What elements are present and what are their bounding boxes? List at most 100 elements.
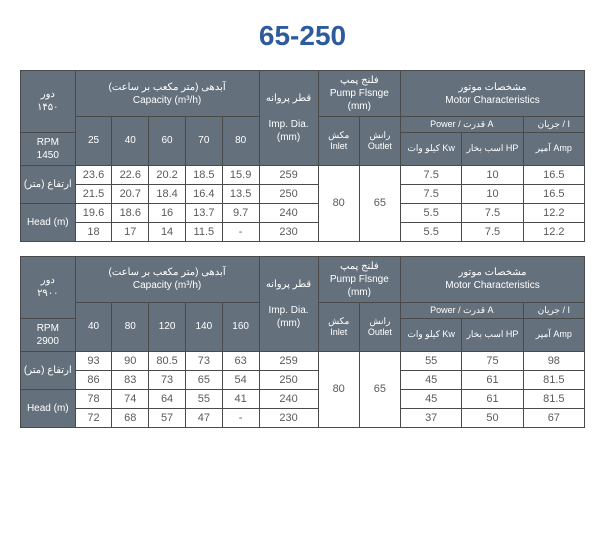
inlet-header: مکشInlet xyxy=(318,117,359,166)
amp-cell: 12.2 xyxy=(523,222,584,241)
amp-cell: 81.5 xyxy=(523,370,584,389)
data-row: 8683736554250 456181.5 xyxy=(21,370,585,389)
kw-cell: 5.5 xyxy=(401,222,462,241)
power-header: Power / قدرت A xyxy=(401,302,524,318)
dia-cell: 230 xyxy=(259,408,318,427)
pump-table-0: دور۱۴۵۰آبدهی (متر مکعب بر ساعت)Capacity … xyxy=(20,70,585,242)
inlet-header: مکشInlet xyxy=(318,302,359,351)
head-cell: 72 xyxy=(75,408,112,427)
capacity-header: آبدهی (متر مکعب بر ساعت)Capacity (m³/h) xyxy=(75,256,259,302)
head-cell: 15.9 xyxy=(222,165,259,184)
data-row: Head (m)7874645541240456181.5 xyxy=(21,389,585,408)
impdia-header: قطر پروانهImp. Dia. (mm) xyxy=(259,256,318,351)
cap-col-4: 80 xyxy=(222,117,259,166)
head-cell: 93 xyxy=(75,351,112,370)
head-cell: 22.6 xyxy=(112,165,149,184)
head-cell: 20.2 xyxy=(149,165,186,184)
kw-cell: 45 xyxy=(401,389,462,408)
dia-cell: 259 xyxy=(259,351,318,370)
head-cell: 78 xyxy=(75,389,112,408)
motor-header: مشخصات موتورMotor Characteristics xyxy=(401,256,585,302)
outlet-header: رانشOutlet xyxy=(359,117,400,166)
cap-col-4: 160 xyxy=(222,302,259,351)
head-cell: 11.5 xyxy=(185,222,222,241)
amp-cell: 98 xyxy=(523,351,584,370)
kw-header: کیلو وات Kw xyxy=(401,132,462,165)
head-cell: 73 xyxy=(149,370,186,389)
hp-cell: 61 xyxy=(462,389,523,408)
head-cell: 83 xyxy=(112,370,149,389)
hp-header: اسب بخار HP xyxy=(462,132,523,165)
head-cell: 20.7 xyxy=(112,184,149,203)
kw-cell: 55 xyxy=(401,351,462,370)
kw-cell: 45 xyxy=(401,370,462,389)
hp-cell: 75 xyxy=(462,351,523,370)
rpm-value-header: RPM1450 xyxy=(21,132,76,165)
rpm-header: دور۱۴۵۰ xyxy=(21,71,76,133)
head-label-en: Head (m) xyxy=(21,203,76,241)
hp-header: اسب بخار HP xyxy=(462,318,523,351)
head-label-en: Head (m) xyxy=(21,389,76,427)
head-cell: 74 xyxy=(112,389,149,408)
inlet-cell: 80 xyxy=(318,351,359,427)
dia-cell: 240 xyxy=(259,389,318,408)
head-label-fa: ارتفاع (متر) xyxy=(21,351,76,389)
impdia-header: قطر پروانهImp. Dia. (mm) xyxy=(259,71,318,166)
rpm-header: دور۲۹۰۰ xyxy=(21,256,76,318)
amp-unit-header: آمپر Amp xyxy=(523,132,584,165)
head-cell: 65 xyxy=(185,370,222,389)
head-cell: 80.5 xyxy=(149,351,186,370)
amp-cell: 16.5 xyxy=(523,184,584,203)
capacity-header: آبدهی (متر مکعب بر ساعت)Capacity (m³/h) xyxy=(75,71,259,117)
head-cell: 16 xyxy=(149,203,186,222)
cap-col-1: 40 xyxy=(112,117,149,166)
amp-header: جریان / I xyxy=(523,302,584,318)
amp-header: جریان / I xyxy=(523,117,584,133)
kw-cell: 7.5 xyxy=(401,184,462,203)
cap-col-1: 80 xyxy=(112,302,149,351)
cap-col-3: 70 xyxy=(185,117,222,166)
head-cell: 47 xyxy=(185,408,222,427)
page-title: 65-250 xyxy=(20,20,585,52)
head-cell: 16.4 xyxy=(185,184,222,203)
kw-cell: 5.5 xyxy=(401,203,462,222)
kw-cell: 37 xyxy=(401,408,462,427)
head-cell: - xyxy=(222,408,259,427)
amp-cell: 81.5 xyxy=(523,389,584,408)
outlet-header: رانشOutlet xyxy=(359,302,400,351)
head-cell: 18.5 xyxy=(185,165,222,184)
head-cell: 63 xyxy=(222,351,259,370)
motor-header: مشخصات موتورMotor Characteristics xyxy=(401,71,585,117)
head-cell: - xyxy=(222,222,259,241)
head-cell: 64 xyxy=(149,389,186,408)
head-cell: 18 xyxy=(75,222,112,241)
head-cell: 68 xyxy=(112,408,149,427)
head-cell: 9.7 xyxy=(222,203,259,222)
head-cell: 73 xyxy=(185,351,222,370)
outlet-cell: 65 xyxy=(359,351,400,427)
hp-cell: 7.5 xyxy=(462,222,523,241)
outlet-cell: 65 xyxy=(359,165,400,241)
head-cell: 86 xyxy=(75,370,112,389)
dia-cell: 250 xyxy=(259,370,318,389)
data-row: 18171411.5-2305.57.512.2 xyxy=(21,222,585,241)
cap-col-2: 120 xyxy=(149,302,186,351)
head-cell: 13.5 xyxy=(222,184,259,203)
amp-unit-header: آمپر Amp xyxy=(523,318,584,351)
dia-cell: 250 xyxy=(259,184,318,203)
hp-cell: 10 xyxy=(462,165,523,184)
hp-cell: 61 xyxy=(462,370,523,389)
head-cell: 13.7 xyxy=(185,203,222,222)
head-cell: 18.6 xyxy=(112,203,149,222)
data-row: ارتفاع (متر)23.622.620.218.515.925980657… xyxy=(21,165,585,184)
data-row: 21.520.718.416.413.52507.51016.5 xyxy=(21,184,585,203)
amp-cell: 12.2 xyxy=(523,203,584,222)
hp-cell: 7.5 xyxy=(462,203,523,222)
data-row: Head (m)19.618.61613.79.72405.57.512.2 xyxy=(21,203,585,222)
amp-cell: 16.5 xyxy=(523,165,584,184)
tables-container: دور۱۴۵۰آبدهی (متر مکعب بر ساعت)Capacity … xyxy=(20,70,585,428)
cap-col-0: 25 xyxy=(75,117,112,166)
head-cell: 54 xyxy=(222,370,259,389)
flange-header: فلنج پمپPump Flsnge (mm) xyxy=(318,256,400,302)
cap-col-3: 140 xyxy=(185,302,222,351)
